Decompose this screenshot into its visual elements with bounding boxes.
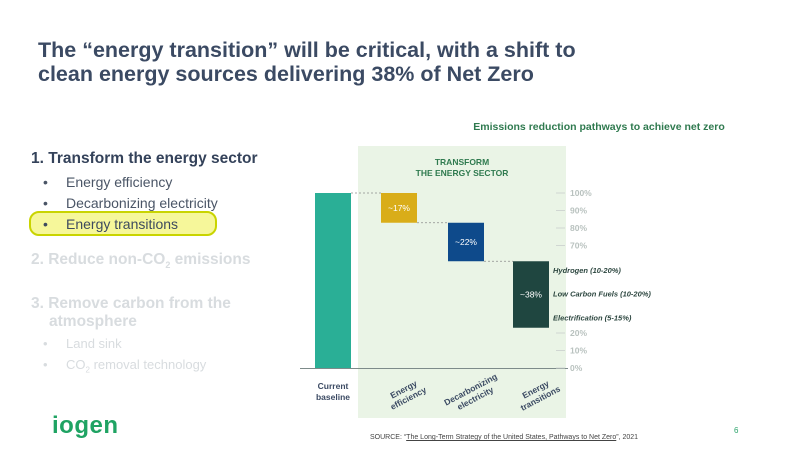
- y-tick-label: 70%: [570, 241, 587, 251]
- section-1-heading: 1. Transform the energy sector: [31, 150, 258, 167]
- y-tick-label: 90%: [570, 206, 587, 216]
- data-label-decarbonizing: ~22%: [455, 237, 477, 247]
- annotation-2: Electrification (5-15%): [553, 313, 632, 322]
- section-3-list: Land sink CO2 removal technology: [31, 333, 291, 381]
- list-item-decarbonizing-electricity: Decarbonizing electricity: [31, 193, 291, 214]
- section-1-list: Energy efficiency Decarbonizing electric…: [31, 172, 291, 235]
- annotation-0: Hydrogen (10-20%): [553, 266, 621, 275]
- category-label-baseline-line2: baseline: [316, 392, 350, 402]
- iogen-logo: iogen: [52, 412, 119, 439]
- source-citation: SOURCE: “The Long-Term Strategy of the U…: [370, 434, 639, 441]
- bar-energy_efficiency: [381, 193, 417, 223]
- bar-baseline: [315, 193, 351, 368]
- category-label-baseline: Current: [318, 381, 349, 391]
- panel-label-line1: TRANSFORM: [435, 157, 489, 167]
- list-item-energy-transitions: Energy transitions: [31, 214, 291, 235]
- bar-transitions: [513, 261, 549, 328]
- annotation-1: Low Carbon Fuels (10-20%): [553, 290, 651, 299]
- data-label-transitions: ~38%: [520, 290, 542, 300]
- slide-title: The “energy transition” will be critical…: [38, 38, 758, 86]
- slide-title-line1: The “energy transition” will be critical…: [38, 38, 576, 62]
- page-number: 6: [734, 426, 739, 435]
- y-tick-label: 10%: [570, 346, 587, 356]
- y-tick-label: 20%: [570, 328, 587, 338]
- list-item-energy-efficiency: Energy efficiency: [31, 172, 291, 193]
- section-outline: 1. Transform the energy sector Energy ef…: [29, 150, 291, 381]
- list-item-co2-removal: CO2 removal technology: [31, 354, 291, 381]
- list-item-land-sink: Land sink: [31, 333, 291, 354]
- section-3-heading: 3. Remove carbon from the atmosphere: [31, 295, 231, 331]
- section-2-heading: 2. Reduce non-CO2 emissions: [31, 251, 251, 271]
- y-tick-label: 100%: [570, 188, 592, 198]
- chart-title: Emissions reduction pathways to achieve …: [473, 121, 725, 133]
- y-tick-label: 80%: [570, 223, 587, 233]
- source-link[interactable]: The Long-Term Strategy of the United Sta…: [406, 434, 617, 441]
- panel-label-line2: THE ENERGY SECTOR: [416, 168, 509, 178]
- bar-decarbonizing: [448, 222, 484, 262]
- y-tick-label: 0%: [570, 363, 583, 373]
- slide-title-line2: clean energy sources delivering 38% of N…: [38, 62, 534, 86]
- data-label-energy_efficiency: ~17%: [388, 203, 410, 213]
